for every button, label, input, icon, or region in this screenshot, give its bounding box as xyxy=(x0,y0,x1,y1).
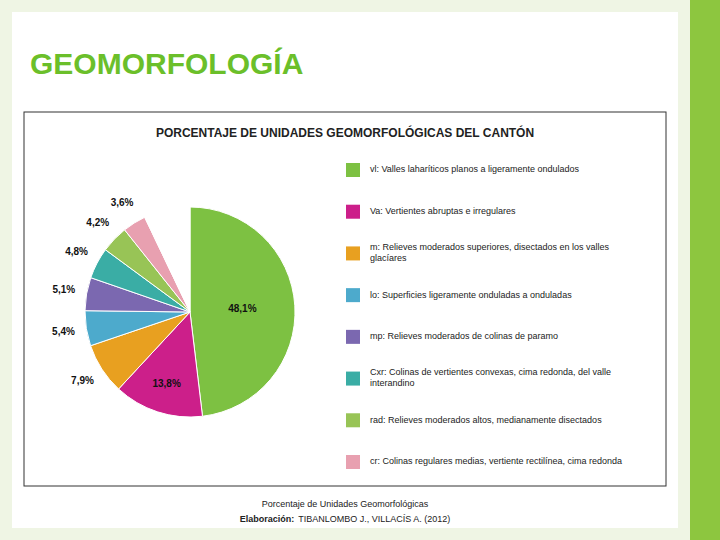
legend-label-line: lo: Superficies ligeramente onduladas a … xyxy=(370,290,572,300)
legend-label: Cxr: Colinas de vertientes convexas, cim… xyxy=(370,367,611,388)
data-label: 7,9% xyxy=(71,375,94,386)
legend-item: cr: Colinas regulares medias, vertiente … xyxy=(346,455,622,469)
legend-label-line: vl: Valles laharíticos planos a ligerame… xyxy=(370,164,579,174)
legend-swatch xyxy=(346,288,360,302)
legend-label-line: glacíares xyxy=(370,253,407,263)
legend-label-line: Cxr: Colinas de vertientes convexas, cim… xyxy=(370,367,611,377)
legend-label-line: cr: Colinas regulares medias, vertiente … xyxy=(370,456,622,466)
legend-label: vl: Valles laharíticos planos a ligerame… xyxy=(370,164,579,174)
data-label: 5,4% xyxy=(52,326,75,337)
footer-credit-text: TIBANLOMBO J., VILLACÍS A. (2012) xyxy=(298,514,450,524)
footer-credit: Elaboración:TIBANLOMBO J., VILLACÍS A. (… xyxy=(240,514,451,524)
legend: vl: Valles laharíticos planos a ligerame… xyxy=(346,163,622,469)
pie-slice xyxy=(145,207,190,312)
data-labels: 48,1% 13,8% 7,9% 5,4% 5,1% 4,8% 4,2%3,6% xyxy=(52,197,257,388)
legend-item: vl: Valles laharíticos planos a ligerame… xyxy=(346,163,579,177)
legend-label: Va: Vertientes abruptas e irregulares xyxy=(370,206,516,216)
chart-title: PORCENTAJE DE UNIDADES GEOMORFOLÓGICAS D… xyxy=(156,125,534,140)
legend-label-line: mp: Relieves moderados de colinas de par… xyxy=(370,331,558,341)
header: GEOMORFOLOGÍA xyxy=(30,47,303,80)
data-label: 3,6% xyxy=(111,197,134,208)
legend-item: rad: Relieves moderados altos, medianame… xyxy=(346,413,602,427)
legend-swatch xyxy=(346,163,360,177)
pie xyxy=(85,207,295,417)
chart-box xyxy=(24,112,666,486)
legend-swatch xyxy=(346,455,360,469)
page-background xyxy=(0,0,720,540)
legend-label-line: interandino xyxy=(370,378,415,388)
legend-swatch xyxy=(346,330,360,344)
content-area xyxy=(12,12,678,528)
pie-slice xyxy=(190,207,295,416)
legend-item: Cxr: Colinas de vertientes convexas, cim… xyxy=(346,367,611,388)
legend-item: lo: Superficies ligeramente onduladas a … xyxy=(346,288,572,302)
legend-item: m: Relieves moderados superiores, disect… xyxy=(346,242,610,263)
legend-swatch xyxy=(346,246,360,260)
data-label: 4,8% xyxy=(65,246,88,257)
sidebar xyxy=(690,0,720,540)
legend-item: Va: Vertientes abruptas e irregulares xyxy=(346,205,516,219)
legend-label: mp: Relieves moderados de colinas de par… xyxy=(370,331,558,341)
legend-label: cr: Colinas regulares medias, vertiente … xyxy=(370,456,622,466)
legend-label: rad: Relieves moderados altos, medianame… xyxy=(370,415,602,425)
legend-label-line: m: Relieves moderados superiores, disect… xyxy=(370,242,610,252)
legend-label-line: Va: Vertientes abruptas e irregulares xyxy=(370,206,516,216)
chart-svg: GEOMORFOLOGÍA PORCENTAJE DE UNIDADES GEOM… xyxy=(0,0,720,540)
legend-swatch xyxy=(346,372,360,386)
data-label: 5,1% xyxy=(52,284,75,295)
legend-label: lo: Superficies ligeramente onduladas a … xyxy=(370,290,572,300)
pie-slice xyxy=(85,311,190,346)
legend-swatch xyxy=(346,413,360,427)
legend-swatch xyxy=(346,205,360,219)
data-label: 13,8% xyxy=(152,378,180,389)
legend-label: m: Relieves moderados superiores, disect… xyxy=(370,242,610,263)
footer-credit-bold: Elaboración: xyxy=(240,514,295,524)
footer-line: Porcentaje de Unidades Geomorfológicas xyxy=(262,499,429,509)
data-label: 48,1% xyxy=(228,303,256,314)
legend-label-line: rad: Relieves moderados altos, medianame… xyxy=(370,415,602,425)
data-label: 4,2% xyxy=(86,217,109,228)
legend-item: mp: Relieves moderados de colinas de par… xyxy=(346,330,558,344)
